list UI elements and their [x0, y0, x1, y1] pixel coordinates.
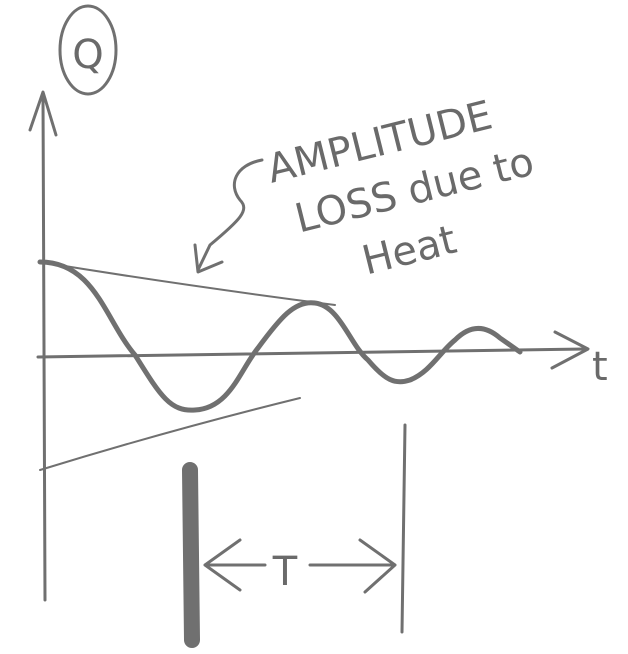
sketch: Q t AMPLITUDE LOSS due to Heat T [0, 0, 628, 654]
period-start [190, 470, 192, 640]
background [0, 0, 628, 654]
period-label: T [272, 549, 298, 595]
x-axis-label: t [592, 344, 608, 390]
page: Q t AMPLITUDE LOSS due to Heat T (() => … [0, 0, 628, 654]
y-axis-label: Q [72, 32, 103, 78]
y-axis [43, 95, 45, 600]
